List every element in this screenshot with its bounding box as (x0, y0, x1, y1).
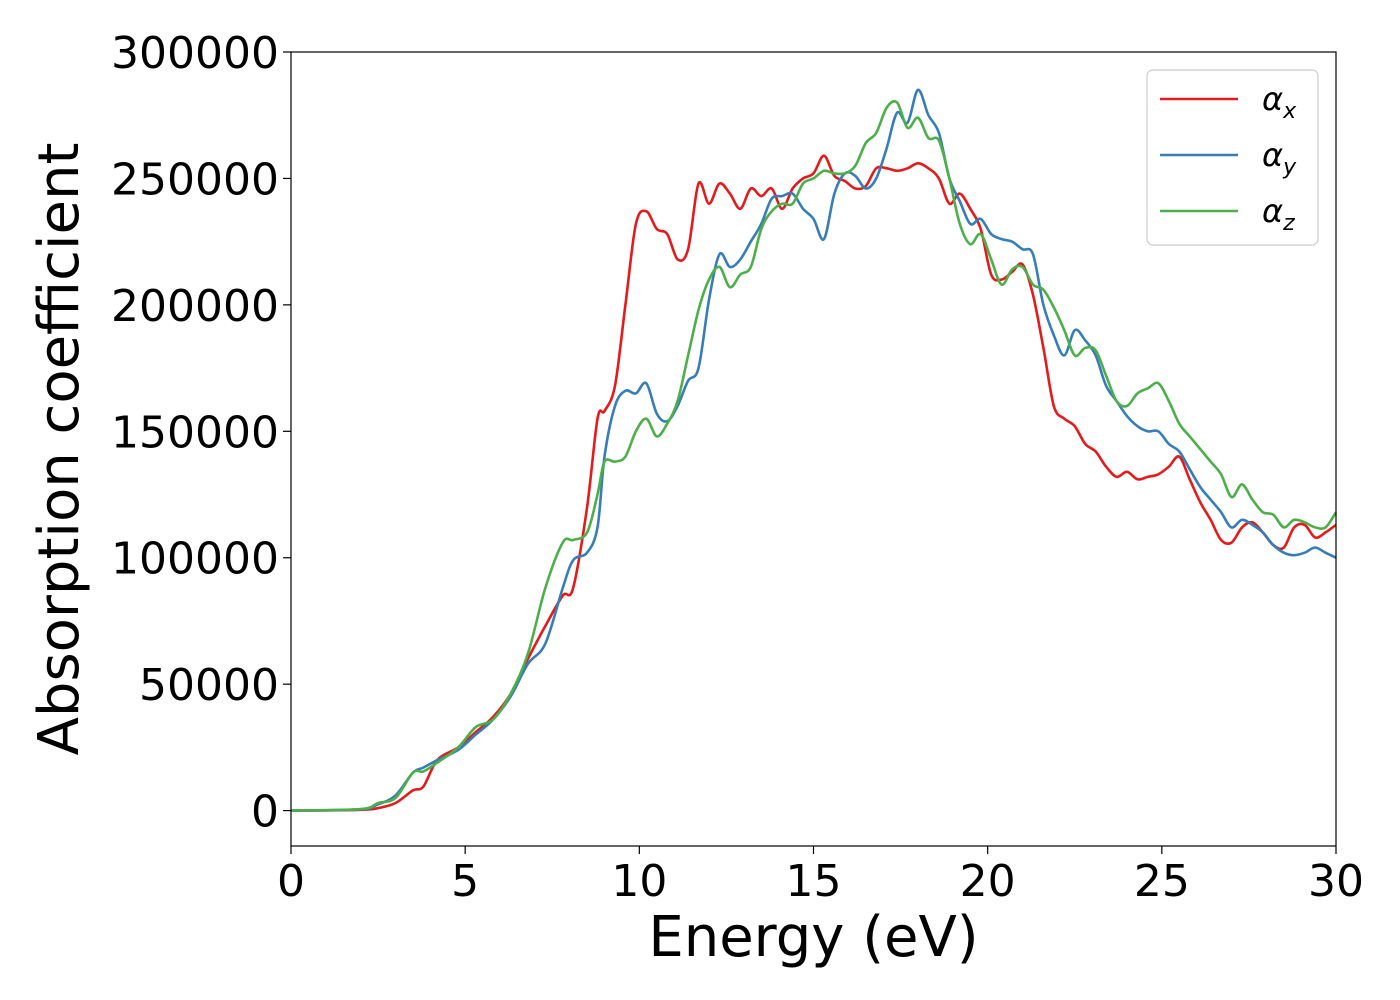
x-tick-label: 0 (277, 856, 305, 907)
series-line-z (290, 99, 1338, 812)
y-tick-label: 100000 (111, 534, 279, 585)
x-tick-label: 30 (1308, 856, 1364, 907)
x-tick-label: 25 (1134, 856, 1190, 907)
x-tick-label: 10 (611, 856, 667, 907)
legend-entry-z: αz (1262, 192, 1295, 236)
x-axis-ticks: 0 5 10 15 20 25 30 (277, 846, 1364, 907)
legend-box (1146, 69, 1319, 246)
x-axis-label: Energy (eV) (648, 905, 978, 970)
y-tick-label: 200000 (111, 281, 279, 332)
series-line-x (290, 154, 1337, 812)
x-tick-label: 5 (451, 856, 479, 907)
y-axis-label: Absorption coefficient (27, 143, 92, 756)
y-axis-ticks: 0 50000 100000 150000 200000 250000 300000 (111, 28, 291, 838)
series-layer (290, 88, 1338, 812)
x-tick-label: 20 (960, 856, 1016, 907)
y-tick-label: 50000 (139, 660, 279, 711)
y-tick-label: 250000 (111, 154, 279, 205)
plot-frame (290, 51, 1337, 847)
y-tick-label: 300000 (111, 28, 279, 79)
series-line-y (290, 88, 1337, 812)
x-tick-label: 15 (786, 856, 842, 907)
y-tick-label: 0 (251, 787, 279, 838)
y-tick-label: 150000 (111, 407, 279, 458)
